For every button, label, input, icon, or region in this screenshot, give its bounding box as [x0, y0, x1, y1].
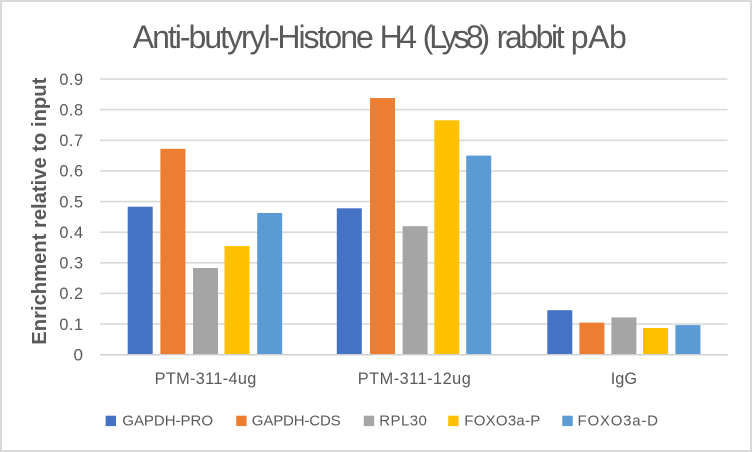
svg-text:0: 0	[74, 347, 84, 365]
svg-text:rabbit: rabbit	[497, 19, 565, 55]
svg-text:GAPDH-PRO: GAPDH-PRO	[122, 413, 213, 430]
svg-text:(Lys8): (Lys8)	[423, 19, 491, 55]
svg-text:0.2: 0.2	[59, 285, 83, 303]
svg-text:IgG: IgG	[611, 370, 637, 388]
svg-text:FOXO3a-P: FOXO3a-P	[464, 413, 540, 430]
svg-text:Enrichment relative to input: Enrichment relative to input	[28, 78, 51, 345]
svg-text:0.8: 0.8	[59, 102, 83, 120]
svg-text:0.5: 0.5	[59, 193, 83, 211]
svg-text:0.1: 0.1	[59, 316, 83, 334]
svg-text:PTM-311-12ug: PTM-311-12ug	[358, 370, 471, 388]
svg-text:0.4: 0.4	[59, 224, 83, 242]
svg-text:pAb: pAb	[571, 19, 627, 55]
svg-text:RPL30: RPL30	[379, 413, 427, 430]
svg-text:0.7: 0.7	[59, 132, 83, 150]
svg-text:0.3: 0.3	[59, 255, 83, 273]
svg-text:0.9: 0.9	[59, 71, 83, 89]
svg-text:0.6: 0.6	[59, 163, 83, 181]
svg-text:H4: H4	[380, 19, 418, 55]
svg-text:GAPDH-CDS: GAPDH-CDS	[252, 413, 341, 430]
svg-text:FOXO3a-D: FOXO3a-D	[578, 413, 659, 430]
svg-text:Anti-butyryl-Histone: Anti-butyryl-Histone	[133, 19, 374, 55]
svg-text:PTM-311-4ug: PTM-311-4ug	[155, 370, 257, 388]
